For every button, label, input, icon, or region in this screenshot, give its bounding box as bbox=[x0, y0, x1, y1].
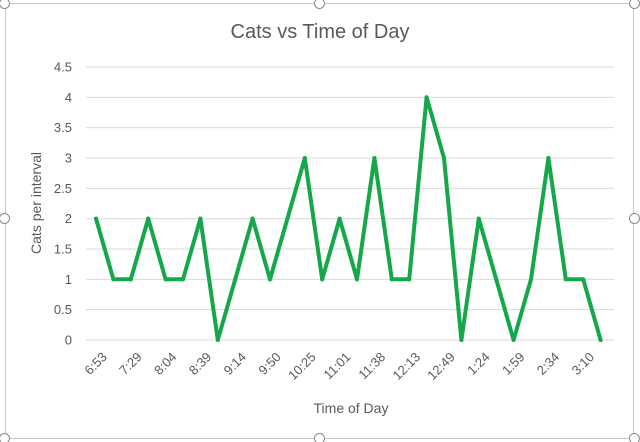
data-point bbox=[459, 338, 464, 342]
data-point bbox=[529, 277, 533, 282]
y-tick-label: 3 bbox=[65, 151, 72, 166]
series-layer bbox=[94, 95, 603, 342]
y-tick-label: 4 bbox=[65, 90, 72, 105]
data-point bbox=[233, 277, 238, 282]
chart-title: Cats vs Time of Day bbox=[231, 21, 410, 43]
data-point bbox=[581, 277, 586, 282]
x-tick-label: 8:39 bbox=[186, 349, 215, 378]
data-point bbox=[215, 338, 220, 342]
x-tick-label: 7:29 bbox=[116, 349, 145, 378]
data-point bbox=[476, 216, 481, 221]
data-point bbox=[337, 216, 342, 221]
data-point bbox=[598, 338, 603, 342]
data-point bbox=[111, 277, 116, 282]
data-point bbox=[494, 277, 499, 282]
y-tick-label: 0.5 bbox=[54, 302, 72, 317]
data-point bbox=[285, 216, 290, 221]
x-axis-ticks: 6:53 7:29 8:04 8:39 9:14 9:50 10:25 11:01 11:38 1… bbox=[81, 349, 597, 383]
y-tick-label: 0 bbox=[65, 333, 72, 348]
data-point bbox=[128, 277, 133, 282]
data-point bbox=[546, 156, 551, 160]
data-point bbox=[563, 277, 568, 282]
resize-handle-top-middle[interactable] bbox=[314, 0, 325, 9]
resize-handle-bottom-left[interactable] bbox=[0, 433, 10, 442]
resize-handle-bottom-middle[interactable] bbox=[314, 433, 325, 442]
x-tick-label: 9:14 bbox=[221, 349, 250, 378]
y-tick-label: 4.5 bbox=[54, 60, 72, 75]
chart-frame[interactable] bbox=[5, 3, 634, 439]
x-tick-label: 2:34 bbox=[534, 349, 563, 378]
y-axis-ticks: 0 0.5 1 1.5 2 2.5 3 3.5 4 4.5 bbox=[54, 60, 72, 348]
data-point bbox=[320, 277, 325, 282]
x-tick-label: 6:53 bbox=[81, 349, 110, 378]
y-tick-label: 2 bbox=[65, 211, 72, 226]
data-point bbox=[94, 216, 98, 221]
data-point bbox=[181, 277, 185, 282]
data-point bbox=[372, 156, 377, 160]
data-point bbox=[424, 95, 429, 100]
y-tick-label: 1 bbox=[65, 272, 72, 287]
x-tick-label: 3:10 bbox=[569, 349, 598, 378]
data-point bbox=[355, 277, 359, 282]
gridlines bbox=[86, 66, 614, 341]
resize-handle-middle-left[interactable] bbox=[0, 213, 10, 224]
data-point bbox=[302, 156, 307, 160]
x-tick-label: 8:04 bbox=[151, 349, 180, 378]
data-point bbox=[511, 338, 516, 342]
y-tick-label: 1.5 bbox=[54, 242, 72, 257]
y-axis-title: Cats per interval bbox=[28, 152, 44, 254]
x-tick-label: 9:50 bbox=[255, 349, 284, 378]
data-point bbox=[163, 277, 168, 282]
data-point bbox=[198, 216, 203, 221]
y-tick-label: 3.5 bbox=[54, 120, 72, 135]
x-tick-label: 12:13 bbox=[389, 349, 423, 383]
data-point bbox=[250, 216, 255, 221]
series-line bbox=[94, 95, 603, 342]
x-tick-label: 10:25 bbox=[285, 349, 319, 383]
data-point bbox=[146, 216, 151, 221]
x-tick-label: 12:49 bbox=[424, 349, 458, 383]
resize-handle-middle-right[interactable] bbox=[629, 213, 640, 224]
data-point bbox=[407, 277, 412, 282]
resize-handle-bottom-right[interactable] bbox=[629, 433, 640, 442]
data-point bbox=[389, 277, 394, 282]
x-tick-label: 1:59 bbox=[499, 349, 528, 378]
x-tick-label: 11:38 bbox=[355, 349, 388, 382]
y-tick-label: 2.5 bbox=[54, 181, 72, 196]
x-axis-title: Time of Day bbox=[314, 400, 389, 416]
x-tick-label: 11:01 bbox=[321, 349, 354, 382]
data-point bbox=[268, 277, 272, 282]
resize-handle-top-left[interactable] bbox=[0, 0, 10, 9]
x-tick-label: 1:24 bbox=[464, 349, 493, 378]
data-point bbox=[442, 156, 446, 160]
